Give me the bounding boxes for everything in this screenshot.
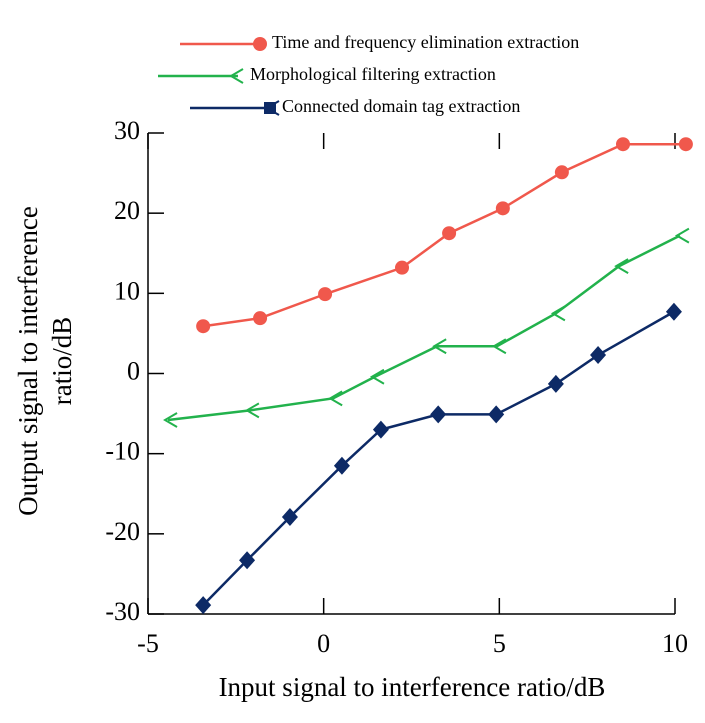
data-point	[372, 420, 389, 439]
legend-marker	[264, 102, 276, 114]
data-point	[163, 412, 178, 428]
data-point	[678, 137, 693, 152]
series-line	[167, 234, 681, 422]
y-tick-label: 20	[114, 196, 140, 225]
x-axis-label: Input signal to interference ratio/dB	[219, 672, 606, 702]
data-point	[590, 346, 607, 365]
data-point	[239, 551, 256, 570]
series-line	[202, 310, 675, 607]
data-point	[195, 596, 212, 615]
y-tick-label: -10	[105, 437, 140, 466]
data-point	[495, 201, 510, 216]
data-point	[244, 402, 260, 419]
x-tick-label: 0	[317, 629, 330, 658]
x-tick-label: 10	[662, 629, 688, 658]
data-point	[328, 390, 343, 407]
y-tick-label: -20	[105, 517, 140, 546]
data-point	[665, 302, 682, 321]
legend-label: Morphological filtering extraction	[250, 64, 496, 84]
data-point	[369, 368, 385, 385]
data-point	[430, 405, 447, 424]
y-tick-label: -30	[105, 597, 140, 626]
y-tick-label: 0	[127, 356, 140, 385]
data-point	[547, 374, 564, 393]
legend-label: Connected domain tag extraction	[282, 96, 520, 116]
data-point	[253, 311, 268, 326]
data-point	[196, 319, 211, 334]
data-point	[488, 405, 505, 424]
data-point	[281, 507, 298, 526]
data-point	[554, 165, 569, 180]
data-point	[432, 338, 447, 355]
y-tick-label: 30	[114, 116, 140, 145]
legend-marker	[229, 68, 244, 84]
data-point	[550, 305, 566, 322]
y-axis-label: Output signal to interference ratio/dB	[13, 206, 77, 516]
data-point	[616, 137, 631, 152]
x-tick-label: 5	[493, 629, 506, 658]
data-point	[318, 287, 333, 302]
legend-label: Time and frequency elimination extractio…	[272, 32, 579, 52]
data-point	[442, 226, 457, 241]
data-point	[674, 227, 690, 244]
data-point	[395, 260, 410, 275]
data-point	[614, 258, 629, 274]
data-point	[491, 338, 507, 355]
data-point	[333, 456, 350, 475]
legend-marker	[253, 37, 267, 51]
y-tick-label: 10	[114, 276, 140, 305]
x-tick-label: -5	[137, 629, 159, 658]
